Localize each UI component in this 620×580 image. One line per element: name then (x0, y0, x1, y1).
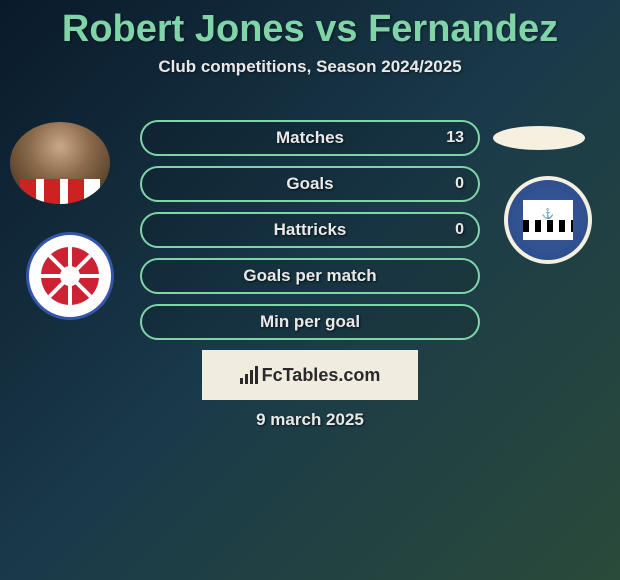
bar-chart-icon (240, 366, 258, 384)
stat-row-min-per-goal: Min per goal (140, 304, 480, 340)
club-badge-left (26, 232, 114, 320)
page-title: Robert Jones vs Fernandez (0, 0, 620, 51)
stat-row-goals: Goals 0 (140, 166, 480, 202)
stat-row-hattricks: Hattricks 0 (140, 212, 480, 248)
stat-value-left: 0 (455, 175, 464, 193)
date-text: 9 march 2025 (0, 410, 620, 430)
page-subtitle: Club competitions, Season 2024/2025 (0, 57, 620, 77)
club-badge-right: ⚓ (504, 176, 592, 264)
stat-label: Min per goal (260, 312, 360, 332)
player-left-avatar (10, 122, 110, 204)
player-right-avatar (493, 126, 585, 150)
stat-value-left: 13 (446, 129, 464, 147)
stat-value-left: 0 (455, 221, 464, 239)
watermark-text: FcTables.com (262, 365, 381, 386)
stat-label: Hattricks (274, 220, 347, 240)
stat-label: Goals (286, 174, 333, 194)
shield-icon: ⚓ (523, 200, 573, 240)
stat-label: Matches (276, 128, 344, 148)
watermark: FcTables.com (202, 350, 418, 400)
wheel-icon (41, 247, 99, 305)
stats-table: Matches 13 Goals 0 Hattricks 0 Goals per… (140, 120, 480, 350)
stat-row-goals-per-match: Goals per match (140, 258, 480, 294)
stat-row-matches: Matches 13 (140, 120, 480, 156)
stat-label: Goals per match (243, 266, 376, 286)
